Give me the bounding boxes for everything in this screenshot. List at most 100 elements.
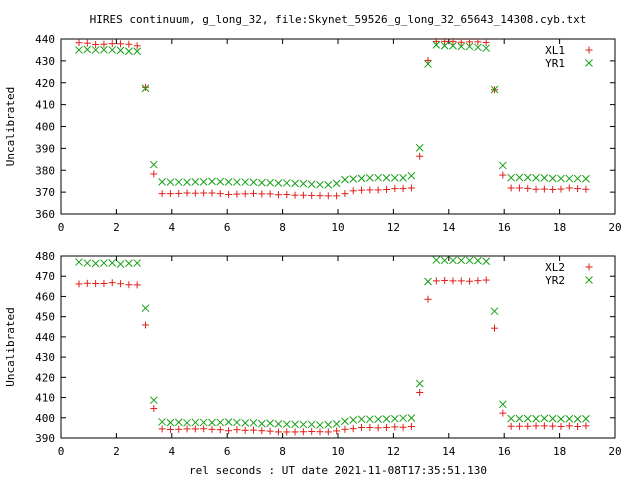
data-point: [399, 174, 407, 182]
chart-title: HIRES continuum, g_long_32, file:Skynet_…: [90, 13, 587, 26]
data-point: [250, 426, 258, 434]
data-point: [299, 420, 308, 429]
data-point: [158, 425, 166, 433]
data-point: [498, 161, 507, 170]
data-point: [432, 37, 440, 45]
data-point: [316, 428, 324, 436]
x-tick-label: 2: [113, 221, 120, 234]
data-point: [308, 428, 316, 436]
x-tick-label: 14: [442, 221, 456, 234]
data-point: [415, 143, 424, 152]
data-point: [299, 428, 307, 436]
x-tick-label: 20: [608, 221, 621, 234]
x-axis-label: rel seconds : UT date 2021-11-08T17:35:5…: [189, 464, 487, 477]
data-point: [349, 416, 358, 424]
data-point: [557, 185, 565, 193]
y-tick-label: 410: [35, 392, 55, 405]
data-point: [574, 185, 582, 193]
data-point: [382, 174, 391, 182]
data-point: [415, 379, 424, 388]
data-point: [100, 259, 108, 267]
data-point: [374, 173, 383, 182]
data-point: [216, 177, 225, 186]
data-point: [191, 425, 199, 433]
x-tick-label: 6: [224, 445, 231, 458]
data-point: [250, 189, 258, 197]
data-point: [532, 174, 540, 182]
data-point: [108, 259, 117, 267]
data-point: [424, 277, 432, 286]
data-point: [474, 38, 482, 46]
data-point: [449, 256, 457, 265]
data-point: [316, 180, 324, 189]
data-point: [282, 179, 291, 187]
data-point: [374, 424, 382, 432]
x-tick-label: 16: [498, 221, 511, 234]
data-point: [183, 178, 191, 187]
y-axis-label: Uncalibrated: [4, 87, 17, 166]
data-point: [299, 179, 308, 188]
data-point: [557, 422, 565, 430]
data-point: [249, 178, 258, 187]
y-tick-label: 440: [35, 331, 55, 344]
x-tick-label: 6: [224, 221, 231, 234]
data-point: [133, 47, 142, 56]
data-point: [366, 415, 374, 424]
data-point: [366, 186, 374, 194]
data-point: [92, 280, 100, 288]
data-point: [515, 422, 523, 430]
data-point: [407, 171, 416, 180]
data-point: [175, 189, 183, 197]
data-point: [382, 415, 391, 423]
data-point: [149, 160, 158, 169]
data-point: [341, 425, 349, 433]
data-point: [216, 190, 224, 198]
data-point: [133, 42, 141, 50]
data-point: [382, 423, 390, 431]
data-point: [565, 414, 574, 423]
series-YR1: [75, 41, 590, 189]
x-tick-label: 18: [553, 221, 566, 234]
series-YR2: [75, 256, 590, 429]
data-point: [241, 426, 249, 434]
data-point: [241, 190, 249, 198]
data-point: [341, 175, 349, 184]
data-point: [291, 420, 299, 429]
data-point: [83, 259, 92, 267]
y-tick-label: 470: [35, 270, 55, 283]
data-point: [482, 257, 491, 266]
data-point: [449, 41, 457, 50]
data-point: [291, 428, 299, 436]
data-point: [91, 46, 100, 54]
data-point: [565, 184, 573, 192]
data-point: [457, 42, 466, 51]
legend-label: XL2: [545, 261, 565, 274]
data-point: [507, 414, 515, 423]
data-point: [333, 192, 341, 200]
data-point: [523, 173, 532, 182]
y-tick-label: 360: [35, 208, 55, 221]
data-point: [416, 389, 424, 396]
data-point: [282, 420, 291, 429]
data-point: [440, 256, 449, 265]
x-tick-label: 8: [279, 445, 286, 458]
data-point: [199, 177, 208, 186]
data-point: [358, 186, 366, 194]
y-tick-label: 440: [35, 33, 55, 46]
data-point: [407, 422, 415, 430]
data-point: [349, 175, 358, 183]
data-point: [274, 191, 282, 199]
legend-marker: [585, 276, 593, 284]
data-point: [324, 428, 332, 436]
data-point: [283, 191, 291, 199]
data-point: [499, 171, 507, 179]
top-panel: 0 2 4 6 8 10 12 14 16 18 20 360 370 380 390 400 410 420 43…: [4, 33, 622, 234]
x-tick-label: 10: [331, 445, 344, 458]
x-tick-label: 14: [442, 445, 456, 458]
data-point: [482, 39, 490, 46]
data-point: [150, 404, 158, 412]
data-point: [149, 396, 158, 405]
data-point: [75, 39, 83, 47]
data-point: [582, 414, 590, 423]
data-point: [332, 419, 341, 428]
